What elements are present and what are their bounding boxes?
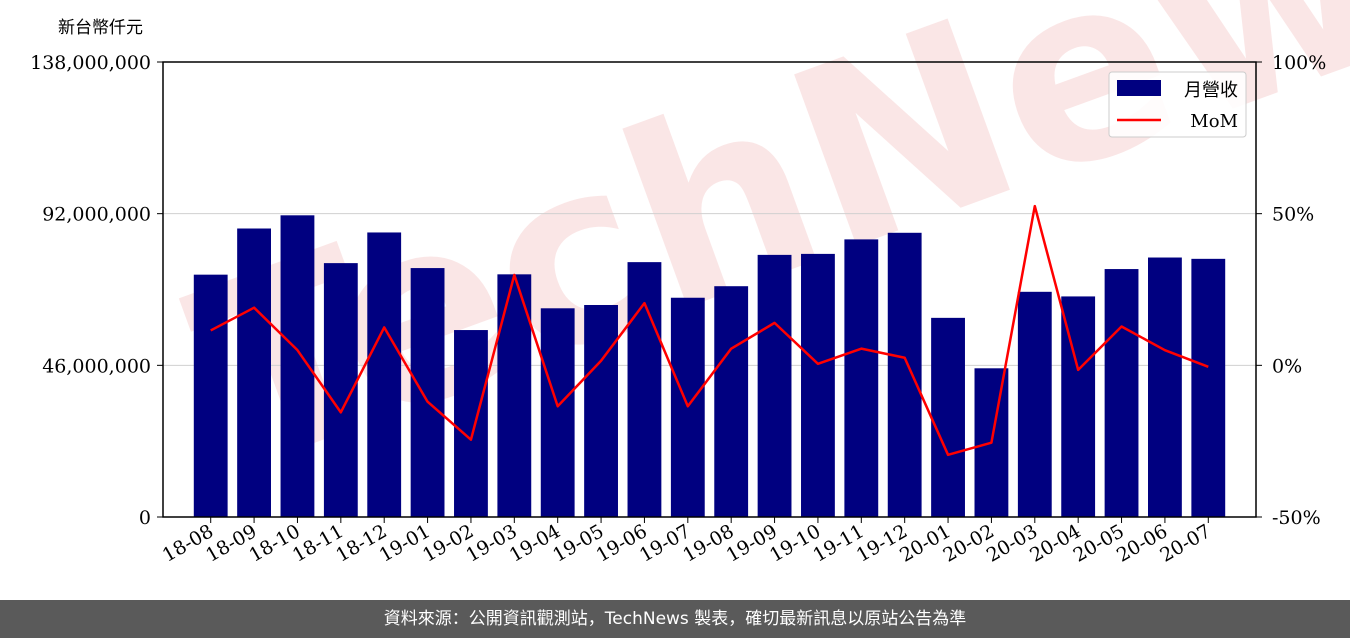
bar [844, 239, 879, 517]
left-tick-label: 0 [139, 507, 151, 529]
y-axis-unit-label: 新台幣仟元 [58, 18, 143, 38]
bar [1017, 291, 1052, 517]
bar [627, 262, 662, 517]
bar [1148, 257, 1182, 517]
x-tick-label: 20-07 [1156, 520, 1214, 566]
bar [237, 228, 271, 518]
bar [757, 254, 792, 517]
legend-bar-swatch [1117, 80, 1161, 96]
right-tick-label: -50% [1272, 507, 1321, 529]
plot-frame [162, 61, 1257, 518]
left-tick-label: 92,000,000 [42, 204, 151, 226]
right-tick-label: 0% [1272, 355, 1302, 377]
source-text: 資料來源：公開資訊觀測站，TechNews 製表，確切最新訊息以原站公告為準 [383, 609, 967, 629]
legend-label-revenue: 月營收 [1184, 80, 1238, 101]
right-tick-label: 50% [1272, 204, 1314, 226]
source-footer: 資料來源：公開資訊觀測站，TechNews 製表，確切最新訊息以原站公告為準 [0, 600, 1350, 638]
bar [931, 317, 965, 517]
left-axis: 0 46,000,000 92,000,000 138,000,000 [30, 52, 163, 529]
x-axis: 18-0818-0918-1018-1118-1219-0119-0219-03… [159, 517, 1215, 567]
legend-label-mom: MoM [1190, 111, 1238, 132]
bar [454, 330, 488, 517]
bar [801, 253, 835, 518]
bar [367, 232, 402, 517]
bar [540, 308, 575, 517]
bar [1104, 269, 1139, 517]
chart: TechNews 新台幣仟元 046,000,00092,000,000138,… [30, 0, 1350, 567]
bar [1061, 296, 1096, 517]
legend: 月營收 MoM [1108, 71, 1247, 138]
left-tick-label: 46,000,000 [42, 355, 151, 377]
bar [584, 304, 618, 517]
revenue-bars [193, 215, 1226, 518]
bar [887, 232, 922, 517]
left-tick-label: 138,000,000 [30, 52, 151, 74]
mom-line [210, 204, 1209, 457]
bar [193, 274, 228, 517]
right-tick-label: 100% [1272, 52, 1326, 74]
bar [714, 286, 749, 517]
bar [1191, 258, 1226, 517]
bar [410, 268, 445, 517]
right-axis: -50% 0% 50% 100% [1256, 52, 1326, 529]
